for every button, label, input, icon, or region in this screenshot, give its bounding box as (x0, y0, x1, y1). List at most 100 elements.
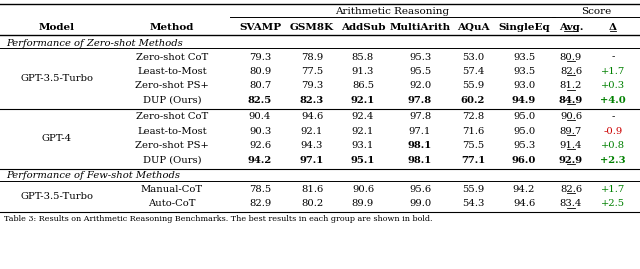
Text: 75.5: 75.5 (462, 141, 484, 150)
Text: 92.1: 92.1 (301, 127, 323, 136)
Text: 86.5: 86.5 (352, 82, 374, 90)
Text: 82.5: 82.5 (248, 96, 272, 105)
Text: 97.8: 97.8 (408, 96, 432, 105)
Text: GPT-4: GPT-4 (42, 134, 72, 143)
Text: 97.1: 97.1 (409, 127, 431, 136)
Text: 93.5: 93.5 (513, 52, 535, 62)
Text: 93.1: 93.1 (352, 141, 374, 150)
Text: 90.3: 90.3 (249, 127, 271, 136)
Text: +4.0: +4.0 (600, 96, 626, 105)
Text: 89.7: 89.7 (560, 127, 582, 136)
Text: 55.9: 55.9 (462, 82, 484, 90)
Text: 54.3: 54.3 (462, 200, 484, 208)
Text: GSM8K: GSM8K (290, 23, 334, 31)
Text: 71.6: 71.6 (462, 127, 484, 136)
Text: 92.9: 92.9 (559, 156, 583, 165)
Text: 92.0: 92.0 (409, 82, 431, 90)
Text: 97.8: 97.8 (409, 112, 431, 121)
Text: 80.9: 80.9 (560, 52, 582, 62)
Text: 92.6: 92.6 (249, 141, 271, 150)
Text: 82.6: 82.6 (560, 185, 582, 194)
Text: 81.2: 81.2 (560, 82, 582, 90)
Text: 95.6: 95.6 (409, 185, 431, 194)
Text: 99.0: 99.0 (409, 200, 431, 208)
Text: 81.6: 81.6 (301, 185, 323, 194)
Text: DUP (Ours): DUP (Ours) (143, 156, 202, 165)
Text: Performance of Zero-shot Methods: Performance of Zero-shot Methods (6, 38, 183, 48)
Text: Table 3: Results on Arithmetic Reasoning Benchmarks. The best results in each gr: Table 3: Results on Arithmetic Reasoning… (4, 215, 433, 223)
Text: 89.9: 89.9 (352, 200, 374, 208)
Text: DUP (Ours): DUP (Ours) (143, 96, 202, 105)
Text: Arithmetic Reasoning: Arithmetic Reasoning (335, 8, 449, 16)
Text: 85.8: 85.8 (352, 52, 374, 62)
Text: -: - (611, 112, 614, 121)
Text: 57.4: 57.4 (462, 67, 484, 76)
Text: 98.1: 98.1 (408, 156, 432, 165)
Text: 77.5: 77.5 (301, 67, 323, 76)
Text: 95.0: 95.0 (513, 112, 535, 121)
Text: 97.1: 97.1 (300, 156, 324, 165)
Text: 79.3: 79.3 (249, 52, 271, 62)
Text: Least-to-Most: Least-to-Most (137, 127, 207, 136)
Text: GPT-3.5-Turbo: GPT-3.5-Turbo (20, 192, 93, 201)
Text: 93.5: 93.5 (513, 67, 535, 76)
Text: SingleEq: SingleEq (498, 23, 550, 31)
Text: 91.4: 91.4 (560, 141, 582, 150)
Text: +0.8: +0.8 (601, 141, 625, 150)
Text: Zero-shot CoT: Zero-shot CoT (136, 52, 208, 62)
Text: 94.6: 94.6 (301, 112, 323, 121)
Text: 92.4: 92.4 (352, 112, 374, 121)
Text: 96.0: 96.0 (512, 156, 536, 165)
Text: Auto-CoT: Auto-CoT (148, 200, 196, 208)
Text: Method: Method (150, 23, 194, 31)
Text: 60.2: 60.2 (461, 96, 485, 105)
Text: AQuA: AQuA (457, 23, 489, 31)
Text: 78.5: 78.5 (249, 185, 271, 194)
Text: +0.3: +0.3 (601, 82, 625, 90)
Text: -: - (611, 52, 614, 62)
Text: 80.7: 80.7 (249, 82, 271, 90)
Text: 91.3: 91.3 (352, 67, 374, 76)
Text: 90.6: 90.6 (352, 185, 374, 194)
Text: 92.1: 92.1 (352, 127, 374, 136)
Text: 92.1: 92.1 (351, 96, 375, 105)
Text: 78.9: 78.9 (301, 52, 323, 62)
Text: 82.9: 82.9 (249, 200, 271, 208)
Text: 77.1: 77.1 (461, 156, 485, 165)
Text: +2.3: +2.3 (600, 156, 626, 165)
Text: 94.6: 94.6 (513, 200, 535, 208)
Text: Avg.: Avg. (559, 23, 583, 31)
Text: 95.3: 95.3 (409, 52, 431, 62)
Text: 90.6: 90.6 (560, 112, 582, 121)
Text: 82.3: 82.3 (300, 96, 324, 105)
Text: 55.9: 55.9 (462, 185, 484, 194)
Text: SVAMP: SVAMP (239, 23, 281, 31)
Text: 84.9: 84.9 (559, 96, 583, 105)
Text: +1.7: +1.7 (601, 185, 625, 194)
Text: -0.9: -0.9 (604, 127, 623, 136)
Text: 80.9: 80.9 (249, 67, 271, 76)
Text: 95.1: 95.1 (351, 156, 375, 165)
Text: 82.6: 82.6 (560, 67, 582, 76)
Text: 53.0: 53.0 (462, 52, 484, 62)
Text: Zero-shot PS+: Zero-shot PS+ (135, 82, 209, 90)
Text: Δ: Δ (609, 23, 617, 31)
Text: 95.5: 95.5 (409, 67, 431, 76)
Text: Score: Score (581, 8, 611, 16)
Text: 94.2: 94.2 (248, 156, 272, 165)
Text: 95.0: 95.0 (513, 127, 535, 136)
Text: 94.2: 94.2 (513, 185, 535, 194)
Text: Zero-shot CoT: Zero-shot CoT (136, 112, 208, 121)
Text: +1.7: +1.7 (601, 67, 625, 76)
Text: 98.1: 98.1 (408, 141, 432, 150)
Text: 83.4: 83.4 (560, 200, 582, 208)
Text: 94.3: 94.3 (301, 141, 323, 150)
Text: 93.0: 93.0 (513, 82, 535, 90)
Text: 95.3: 95.3 (513, 141, 535, 150)
Text: 72.8: 72.8 (462, 112, 484, 121)
Text: +2.5: +2.5 (601, 200, 625, 208)
Text: Zero-shot PS+: Zero-shot PS+ (135, 141, 209, 150)
Text: 80.2: 80.2 (301, 200, 323, 208)
Text: Manual-CoT: Manual-CoT (141, 185, 203, 194)
Text: MultiArith: MultiArith (389, 23, 451, 31)
